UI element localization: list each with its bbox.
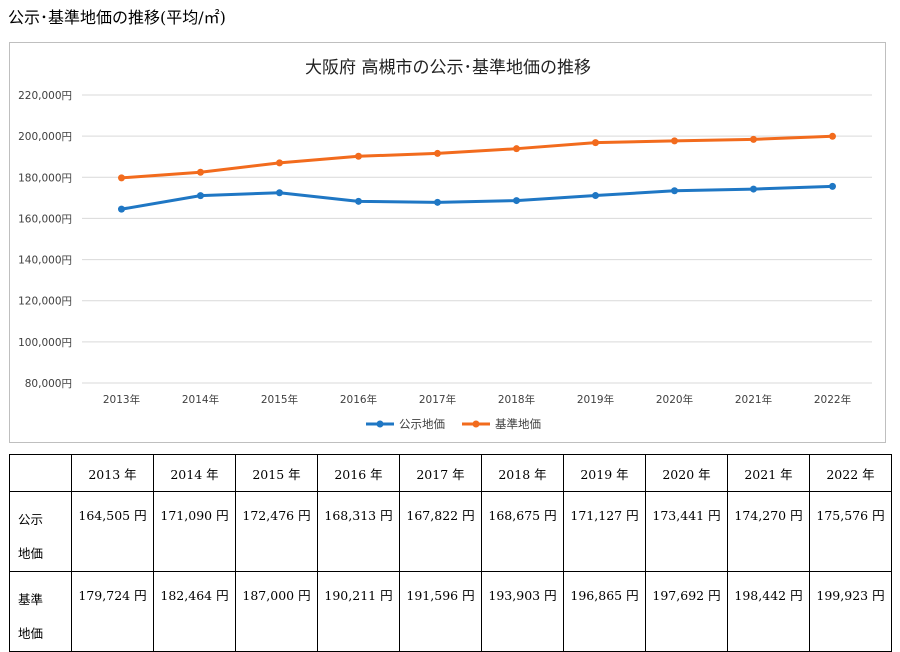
table-cell: 187,000 円 — [235, 571, 318, 652]
table-cell: 179,724 円 — [71, 571, 154, 652]
data-point — [750, 185, 757, 193]
data-point — [355, 197, 362, 205]
legend-item-1: 基準地価 — [462, 417, 541, 431]
table-header-cell: 2015 年 — [235, 454, 318, 492]
x-tick-label: 2019年 — [577, 393, 614, 406]
data-point — [829, 182, 836, 190]
data-point — [513, 145, 520, 153]
table-cell: 193,903 円 — [481, 571, 564, 652]
table-cell: 182,464 円 — [153, 571, 236, 652]
legend-marker — [472, 420, 480, 428]
data-point — [276, 189, 283, 197]
legend-marker — [376, 420, 384, 428]
legend-item-0: 公示地価 — [366, 417, 445, 431]
y-tick-label: 220,000円 — [18, 90, 72, 102]
table-header-row: 2013 年 2014 年 2015 年 2016 年 2017 年 2018 … — [9, 454, 892, 492]
row-label-kijun: 基準 地価 — [9, 571, 72, 652]
table-cell: 198,442 円 — [727, 571, 810, 652]
table-cell: 197,692 円 — [645, 571, 728, 652]
data-point — [671, 137, 678, 145]
y-tick-label: 80,000円 — [25, 378, 72, 390]
chart-title: 大阪府 高槻市の公示･基準地価の推移 — [305, 58, 591, 78]
table-corner-cell — [9, 454, 72, 492]
x-tick-label: 2013年 — [103, 393, 140, 406]
table-cell: 196,865 円 — [563, 571, 646, 652]
data-point — [829, 132, 836, 140]
x-axis-ticks: 2013年 2014年 2015年 2016年 2017年 2018年 2019年 2020年… — [103, 393, 851, 406]
legend: 公示地価 基準地価 — [366, 417, 541, 431]
row-label-line: 公示 — [18, 512, 44, 527]
table-row-kijun: 基準 地価 179,724 円 182,464 円 187,000 円 190,… — [9, 571, 892, 652]
x-tick-label: 2016年 — [340, 393, 377, 406]
table-header-cell: 2013 年 — [71, 454, 154, 492]
data-point — [118, 205, 125, 213]
y-tick-label: 100,000円 — [18, 337, 72, 349]
data-point — [592, 139, 599, 147]
legend-label: 公示地価 — [399, 417, 445, 431]
chart-frame: 大阪府 高槻市の公示･基準地価の推移 80,000円 100,000円 120,00… — [9, 42, 886, 443]
table-header-cell: 2022 年 — [809, 454, 892, 492]
row-label-line: 地価 — [18, 546, 44, 561]
data-point — [276, 159, 283, 167]
x-tick-label: 2015年 — [261, 393, 298, 406]
table-cell: 175,576 円 — [809, 491, 892, 572]
data-point — [434, 149, 441, 157]
table-row-koji: 公示 地価 164,505 円 171,090 円 172,476 円 168,… — [9, 491, 892, 572]
table-cell: 168,313 円 — [317, 491, 400, 572]
line-chart: 大阪府 高槻市の公示･基準地価の推移 80,000円 100,000円 120,00… — [18, 58, 872, 431]
table-header-cell: 2020 年 — [645, 454, 728, 492]
row-label-line: 地価 — [18, 626, 44, 641]
table-cell: 172,476 円 — [235, 491, 318, 572]
table-cell: 173,441 円 — [645, 491, 728, 572]
table-header-cell: 2016 年 — [317, 454, 400, 492]
data-point — [671, 187, 678, 195]
x-tick-label: 2021年 — [735, 393, 772, 406]
y-tick-label: 120,000円 — [18, 296, 72, 308]
x-tick-label: 2022年 — [814, 393, 851, 406]
table-cell: 191,596 円 — [399, 571, 482, 652]
data-point — [750, 135, 757, 143]
data-point — [513, 197, 520, 205]
table-cell: 190,211 円 — [317, 571, 400, 652]
grid-layer — [82, 94, 872, 384]
table-cell: 171,127 円 — [563, 491, 646, 572]
table-cell: 199,923 円 — [809, 571, 892, 652]
data-point — [355, 152, 362, 160]
table-header-cell: 2014 年 — [153, 454, 236, 492]
table-cell: 167,822 円 — [399, 491, 482, 572]
y-tick-label: 200,000円 — [18, 131, 72, 143]
table-cell: 168,675 円 — [481, 491, 564, 572]
x-tick-label: 2018年 — [498, 393, 535, 406]
y-tick-label: 140,000円 — [18, 255, 72, 267]
table-header-cell: 2019 年 — [563, 454, 646, 492]
x-tick-label: 2020年 — [656, 393, 693, 406]
x-tick-label: 2017年 — [419, 393, 456, 406]
table-header-cell: 2018 年 — [481, 454, 564, 492]
series-layer — [118, 132, 836, 213]
page-heading: 公示･基準地価の推移(平均/㎡) — [8, 8, 226, 27]
y-tick-label: 180,000円 — [18, 172, 72, 184]
table-cell: 171,090 円 — [153, 491, 236, 572]
data-table: 2013 年 2014 年 2015 年 2016 年 2017 年 2018 … — [9, 454, 892, 652]
legend-label: 基準地価 — [495, 417, 541, 431]
table-cell: 174,270 円 — [727, 491, 810, 572]
y-axis-ticks: 80,000円 100,000円 120,000円 140,000円 160,000円 1… — [18, 90, 72, 390]
data-point — [118, 174, 125, 182]
row-label-koji: 公示 地価 — [9, 491, 72, 572]
y-tick-label: 160,000円 — [18, 213, 72, 225]
series-line-0 — [120, 184, 834, 211]
x-tick-label: 2014年 — [182, 393, 219, 406]
series-line-1 — [120, 134, 834, 180]
table-cell: 164,505 円 — [71, 491, 154, 572]
data-point — [197, 168, 204, 176]
data-point — [434, 198, 441, 206]
row-label-line: 基準 — [18, 592, 44, 607]
data-point — [592, 192, 599, 200]
data-point — [197, 192, 204, 200]
table-header-cell: 2017 年 — [399, 454, 482, 492]
table-header-cell: 2021 年 — [727, 454, 810, 492]
